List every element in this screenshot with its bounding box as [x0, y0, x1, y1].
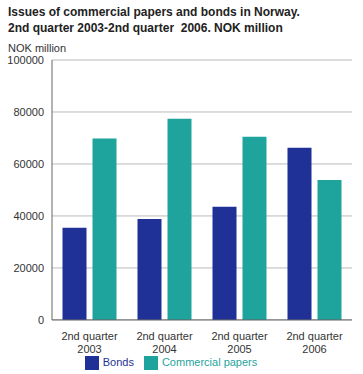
svg-text:2nd quarter: 2nd quarter [61, 330, 118, 342]
svg-text:2nd quarter: 2nd quarter [211, 330, 268, 342]
html-text:Commercial papers: Commercial papers [161, 355, 258, 368]
svg-text:80000: 80000 [13, 106, 44, 118]
svg-text:40000: 40000 [13, 210, 44, 222]
html-text:Issues of commercial papers an: Issues of commercial papers and bonds in… [8, 5, 300, 35]
svg-text:2nd quarter: 2nd quarter [286, 330, 343, 342]
svg-text:2005: 2005 [227, 343, 251, 355]
html-text:NOK million: NOK million [8, 42, 67, 54]
svg-text:0: 0 [38, 314, 44, 326]
svg-text:60000: 60000 [13, 158, 44, 170]
html-text:Bonds: Bonds [102, 355, 134, 368]
svg-text:20000: 20000 [13, 262, 44, 274]
svg-text:2003: 2003 [77, 343, 101, 355]
svg-text:2006: 2006 [302, 343, 326, 355]
svg-text:2004: 2004 [152, 343, 176, 355]
svg-text:100000: 100000 [8, 54, 44, 66]
svg-text:2nd quarter: 2nd quarter [136, 330, 193, 342]
